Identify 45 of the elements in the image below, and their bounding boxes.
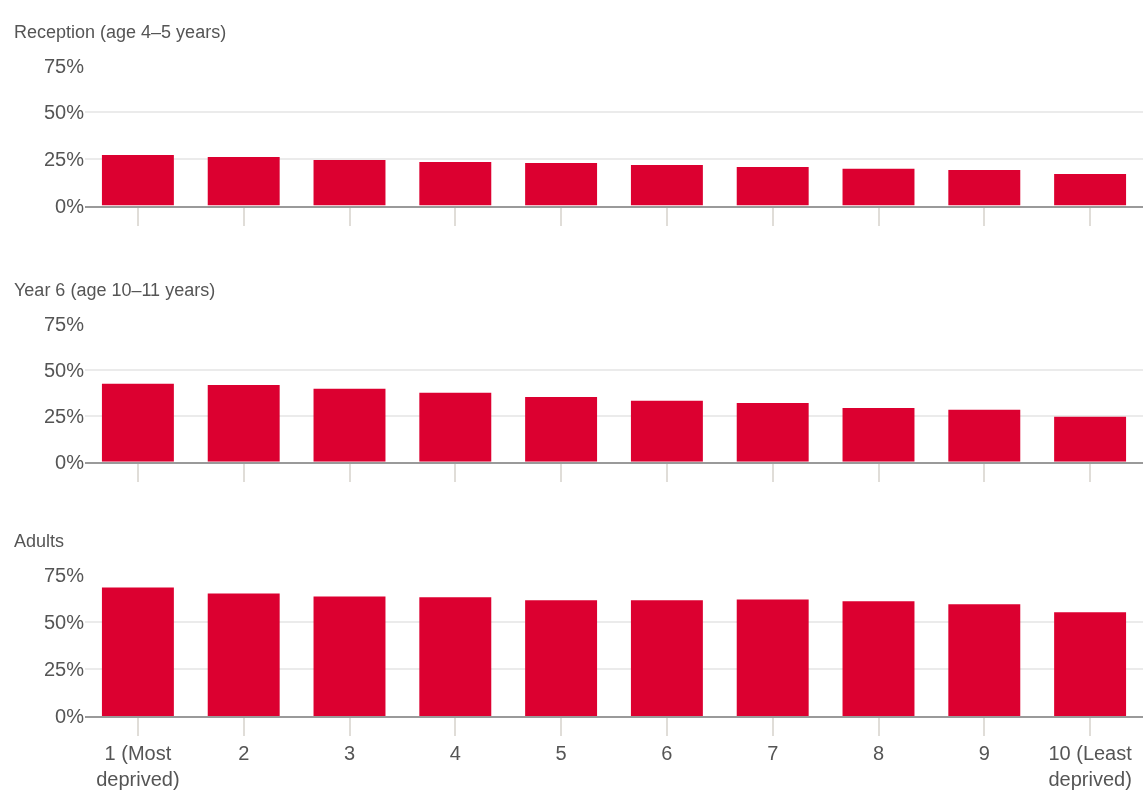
y-tick-label: 25%: [43, 658, 85, 681]
y-tick-label: 75%: [43, 54, 85, 77]
bar: [101, 587, 174, 716]
bar: [948, 409, 1021, 462]
bar: [1054, 612, 1127, 716]
bar: [101, 383, 174, 462]
bar: [736, 599, 809, 716]
x-tick-label: 1 (Most deprived): [96, 742, 180, 790]
bar: [630, 600, 703, 716]
bar: [842, 407, 915, 462]
bar: [419, 597, 492, 716]
x-tick-label: 6: [661, 742, 673, 764]
chart-title: Reception (age 4–5 years): [14, 22, 227, 42]
x-tick-label: 4: [449, 742, 461, 764]
y-tick-label: 0%: [55, 705, 85, 727]
x-tick-label: 2: [238, 742, 250, 764]
bar: [207, 384, 280, 462]
x-tick-label: 10 (Least deprived): [1048, 742, 1133, 790]
chart-title: Adults: [14, 531, 65, 551]
bar: [630, 400, 703, 462]
y-tick-label: 50%: [43, 358, 85, 381]
bar: [842, 601, 915, 716]
y-tick-label: 75%: [43, 312, 85, 335]
y-tick-label: 0%: [55, 450, 85, 473]
y-tick-label: 50%: [43, 101, 85, 124]
bar: [313, 596, 386, 716]
x-tick-label: 3: [343, 742, 356, 764]
x-tick-label: 9: [978, 742, 990, 764]
y-tick-label: 50%: [43, 611, 85, 634]
y-tick-label: 75%: [43, 564, 85, 587]
x-tick-label: 5: [555, 742, 567, 764]
y-tick-label: 25%: [43, 147, 85, 170]
bar: [419, 392, 492, 462]
chart-title: Year 6 (age 10–11 years): [14, 280, 216, 300]
bar: [313, 388, 386, 462]
x-tick-label: 8: [872, 742, 885, 764]
bar: [948, 604, 1021, 716]
bar: [525, 396, 598, 462]
y-tick-label: 0%: [55, 194, 85, 217]
y-tick-label: 25%: [43, 404, 85, 427]
bar: [736, 402, 809, 462]
bar: [1054, 416, 1127, 462]
bar: [525, 600, 598, 716]
x-tick-label: 7: [767, 742, 779, 764]
bar: [207, 593, 280, 716]
